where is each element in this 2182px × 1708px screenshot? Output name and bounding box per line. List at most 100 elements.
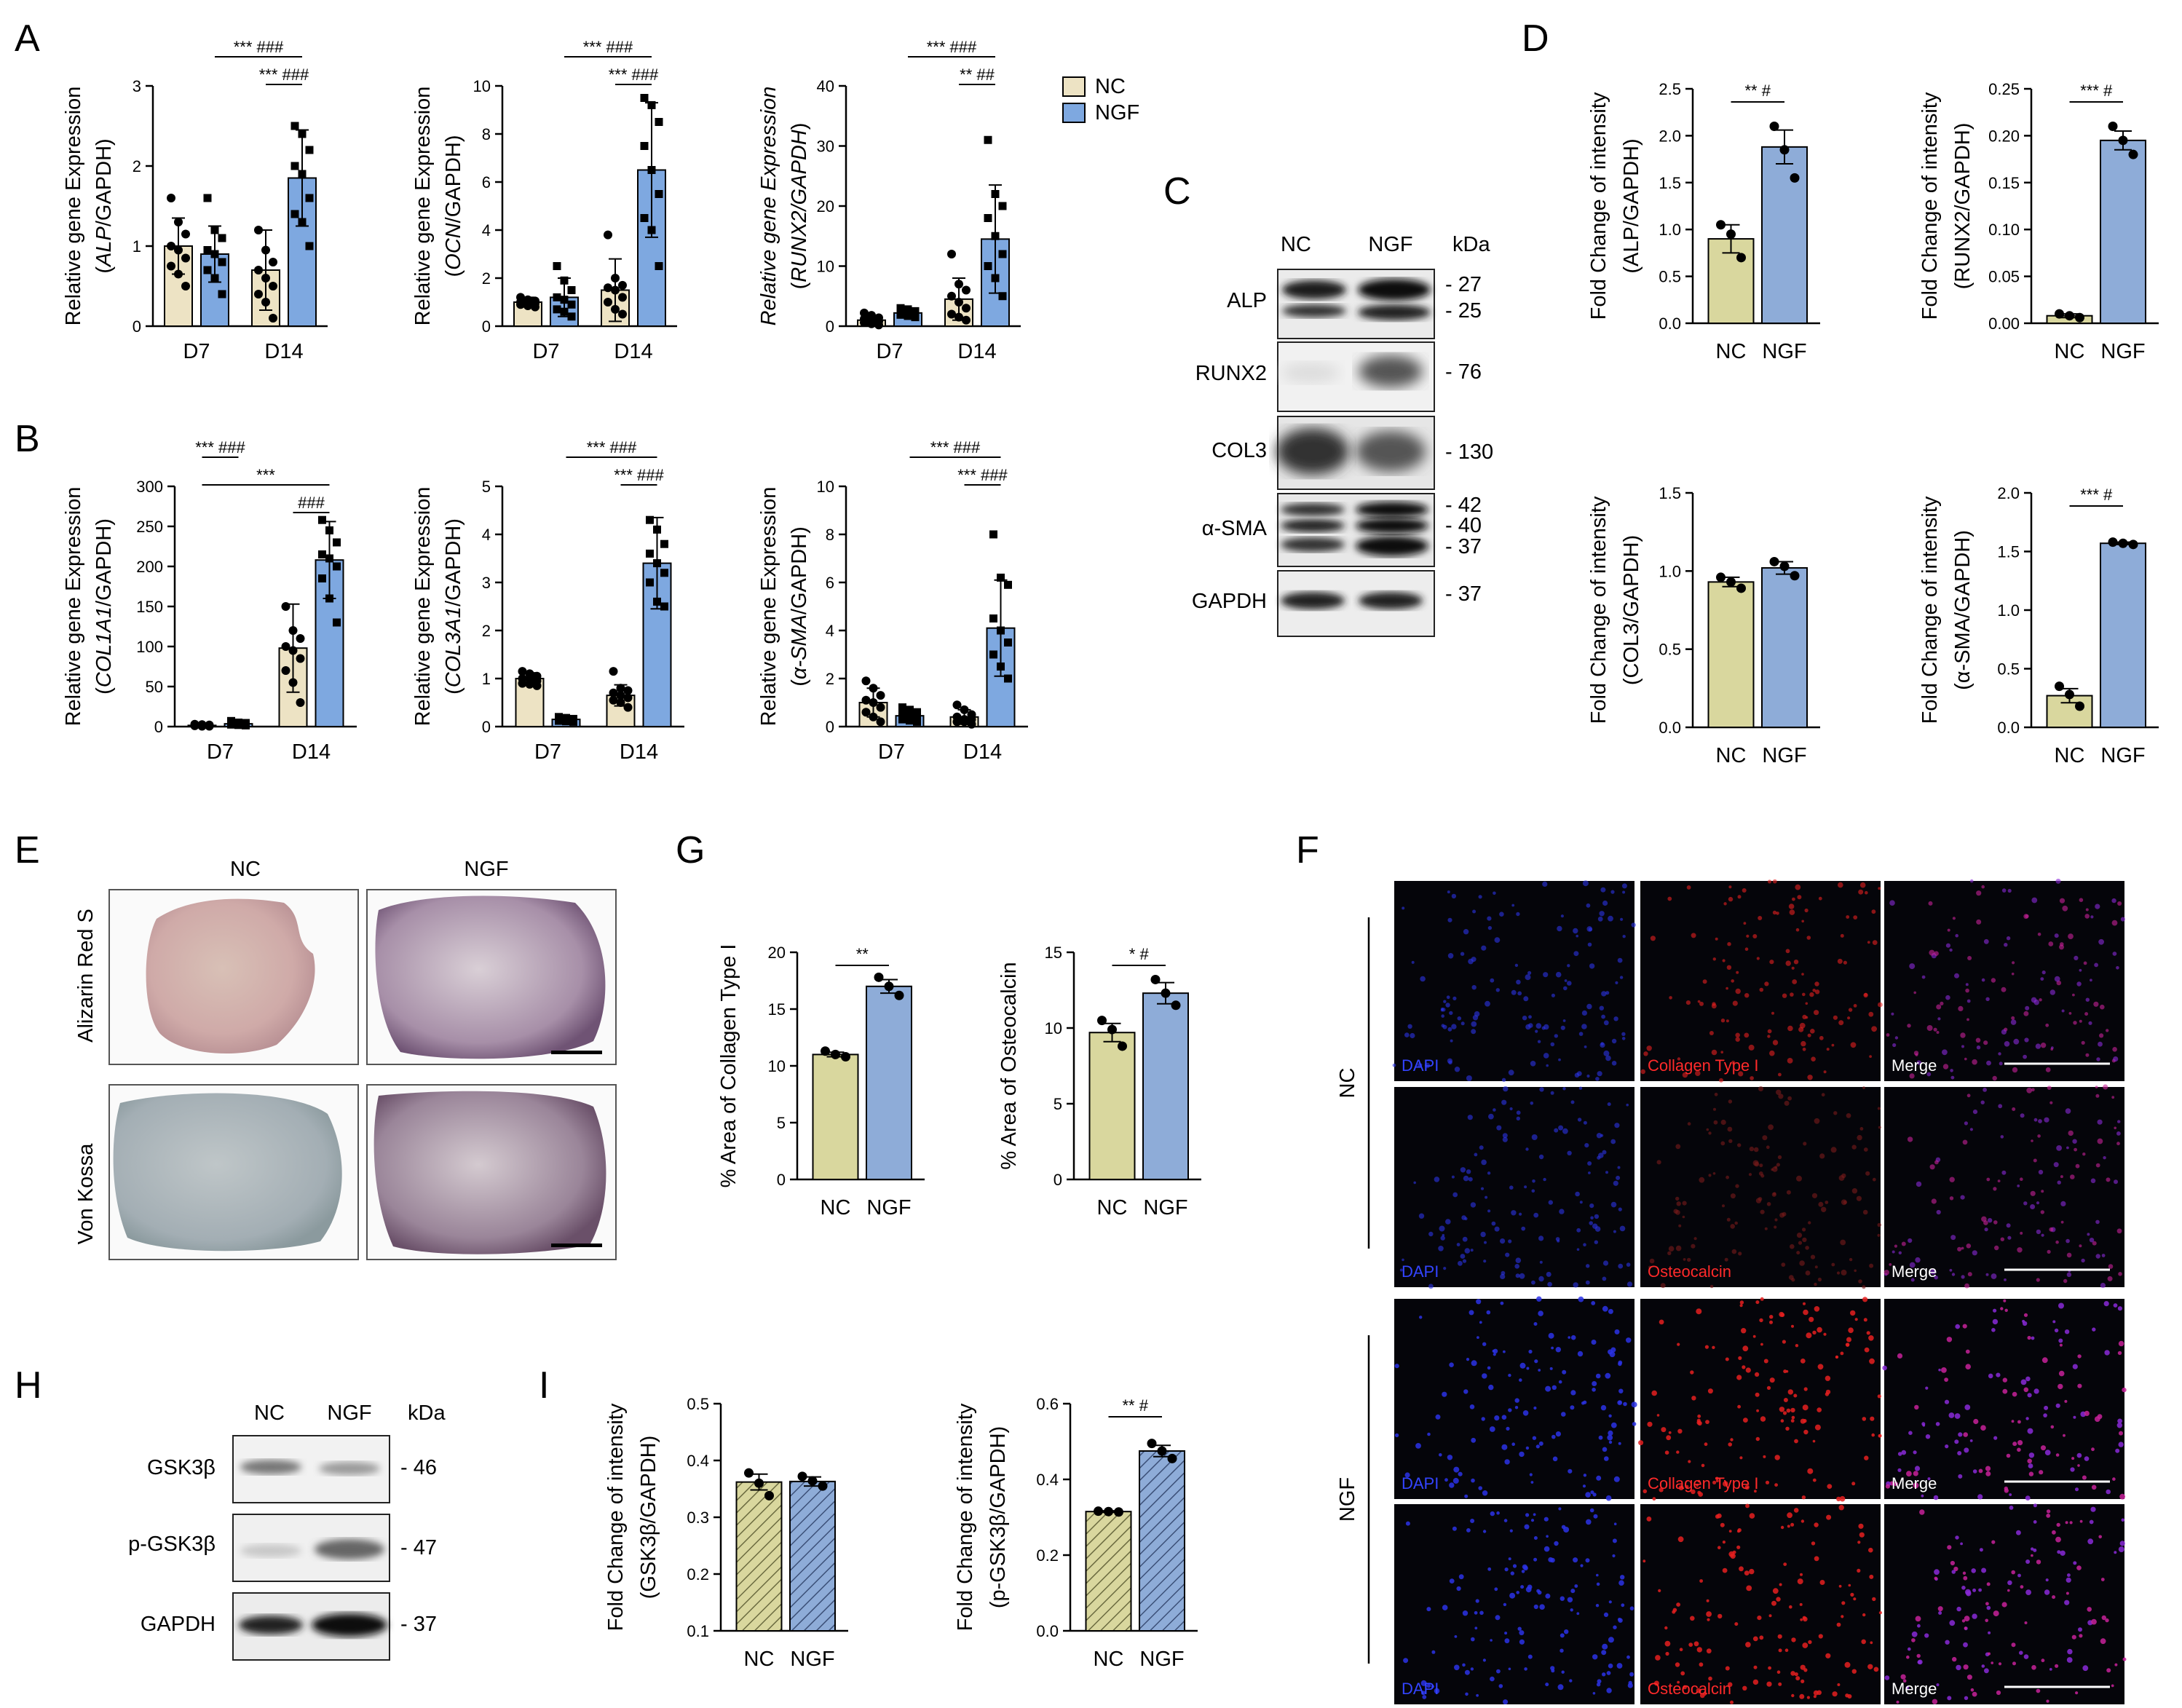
data-point	[269, 314, 277, 323]
fluorescence-spot	[1443, 1000, 1447, 1003]
fluorescence-spot	[1470, 1519, 1475, 1523]
fluorescence-spot	[1838, 882, 1843, 888]
fluorescence-background	[1640, 1299, 1881, 1499]
fluorescence-spot	[2103, 1084, 2108, 1090]
fluorescence-spot	[1570, 1100, 1575, 1104]
x-category-label: D7	[532, 340, 559, 363]
y-axis-label: Relative gene Expression	[411, 487, 435, 727]
data-point	[1716, 220, 1726, 230]
fluorescence-spot	[1715, 1476, 1719, 1481]
data-point	[831, 1049, 840, 1059]
data-point	[616, 691, 625, 700]
data-point	[947, 250, 956, 258]
fluorescence-spot	[2058, 1338, 2063, 1343]
fluorescence-spot	[1863, 1147, 1868, 1152]
fluorescence-spot	[2108, 1264, 2114, 1269]
fluorescence-spot	[1803, 1302, 1806, 1305]
fluorescence-spot	[2111, 920, 2118, 926]
fluorescence-spot	[1821, 1093, 1825, 1097]
data-point	[998, 250, 1007, 258]
fluorescence-spot	[2122, 1387, 2127, 1393]
fluorescence-spot	[1578, 1086, 1583, 1090]
y-label-gene: OCN	[442, 223, 465, 270]
x-category-label: NGF	[1762, 340, 1806, 363]
fluorescence-spot	[1840, 933, 1844, 938]
fluorescence-spot	[1495, 988, 1500, 992]
data-point	[1167, 1453, 1177, 1463]
fluorescence-spot	[1586, 1074, 1590, 1078]
data-point	[874, 320, 883, 330]
data-point	[181, 282, 190, 290]
fluorescence-spot	[1528, 1349, 1533, 1354]
fluorescence-spot	[2066, 1657, 2073, 1663]
fluorescence-spot	[1779, 1212, 1785, 1218]
fluorescence-spot	[1608, 1637, 1614, 1643]
fluorescence-spot	[2118, 1442, 2124, 1447]
data-point	[174, 218, 183, 226]
fluorescence-spot	[2066, 1252, 2072, 1258]
fluorescence-spot	[1789, 909, 1795, 915]
fluorescence-spot	[2012, 961, 2015, 965]
data-point	[2128, 539, 2138, 550]
sig-label: *** ###	[927, 38, 977, 56]
fluorescence-spot	[1838, 1175, 1845, 1181]
fluorescence-spot	[2052, 1530, 2056, 1535]
fluorescence-spot	[1790, 1419, 1795, 1423]
fluorescence-spot	[1985, 1466, 1991, 1471]
fluorescence-spot	[1817, 1277, 1822, 1282]
fluorescence-spot	[2073, 1021, 2077, 1025]
fluorescence-spot	[1845, 1693, 1849, 1698]
fluorescence-spot	[1934, 1160, 1939, 1165]
fluorescence-spot	[1582, 880, 1589, 887]
fluorescence-spot	[2030, 1204, 2036, 1209]
data-point	[325, 526, 333, 534]
fluorescence-spot	[1848, 1584, 1851, 1587]
fluorescence-spot	[2024, 1621, 2028, 1624]
fluorescence-spot	[2073, 1415, 2076, 1419]
fluorescence-spot	[2016, 1530, 2021, 1535]
fluorescence-spot	[1726, 965, 1732, 970]
fluorescence-spot	[1548, 1332, 1554, 1339]
fluorescence-spot	[2088, 1021, 2092, 1025]
fluorescence-spot	[1955, 1535, 1959, 1540]
fluorescence-spot	[1793, 1508, 1799, 1513]
fluorescence-spot	[1993, 1220, 1998, 1225]
fluorescence-spot	[1706, 1128, 1709, 1131]
fluorescence-spot	[1800, 1359, 1806, 1364]
legend-swatch-ngf	[1062, 103, 1086, 123]
data-point	[660, 539, 668, 548]
fluorescence-spot	[1688, 1642, 1693, 1648]
fluorescence-spot	[1659, 1487, 1664, 1492]
fluorescence-spot	[1558, 1507, 1562, 1511]
fluorescence-spot	[1557, 1239, 1560, 1243]
fluorescence-spot	[1452, 1477, 1459, 1484]
fluorescence-spot	[1987, 1218, 1993, 1223]
data-point	[1716, 572, 1726, 582]
fluorescence-spot	[1626, 1103, 1629, 1107]
fluorescence-spot	[2055, 878, 2061, 884]
fluorescence-spot	[1806, 1332, 1812, 1339]
fluorescence-spot	[1462, 1663, 1466, 1667]
fluorescence-spot	[1417, 1063, 1422, 1067]
fluorescence-spot	[1643, 1559, 1646, 1563]
fluorescence-spot	[1913, 1450, 1917, 1455]
fluorescence-spot	[1486, 1310, 1491, 1315]
fluorescence-spot	[2090, 1506, 2096, 1512]
fluorescence-spot	[1793, 960, 1799, 965]
fluorescence-spot	[1738, 1071, 1744, 1077]
fluorescence-spot	[1595, 1604, 1600, 1608]
fluorescence-spot	[1831, 1262, 1835, 1267]
fluorescence-spot	[1878, 1002, 1883, 1008]
fluorescence-spot	[1958, 1005, 1964, 1011]
fluorescence-spot	[1897, 1353, 1903, 1359]
fluorescence-spot	[2084, 1410, 2090, 1416]
data-point	[2118, 135, 2128, 146]
fluorescence-spot	[1934, 1569, 1940, 1575]
fluorescence-spot	[1618, 1580, 1624, 1586]
data-point	[1769, 556, 1779, 566]
fluorescence-spot	[1938, 1368, 1941, 1372]
fluorescence-spot	[1792, 897, 1795, 901]
fluorescence-spot	[1739, 1566, 1744, 1572]
fluorescence-spot	[1843, 1201, 1847, 1204]
data-point	[1769, 122, 1779, 132]
